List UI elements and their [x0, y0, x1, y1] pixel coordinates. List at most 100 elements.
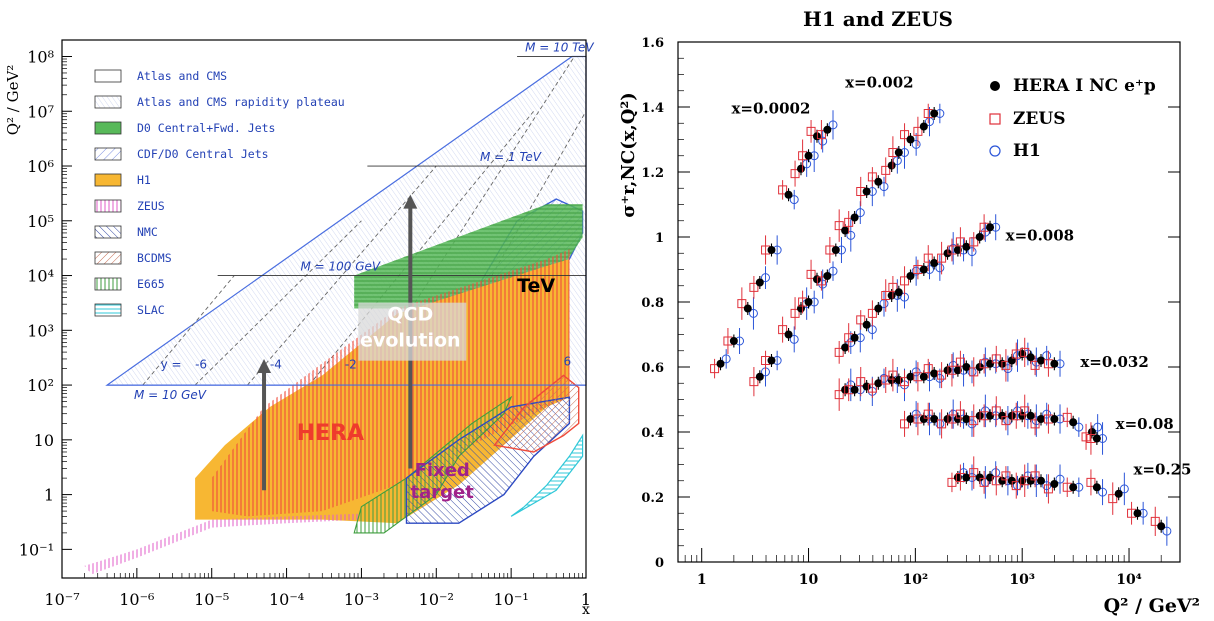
- h1-point: [855, 208, 865, 218]
- hera-point: [850, 385, 859, 394]
- x-axis-label: Q² / GeV²: [1104, 595, 1200, 617]
- h1-point: [1098, 487, 1108, 497]
- x-tick-label: 1: [697, 572, 707, 588]
- y-tick-label: 10⁴: [27, 267, 54, 286]
- h1-point: [1042, 409, 1052, 419]
- legend-label: HERA I NC e⁺p: [1013, 76, 1156, 96]
- slac-region: [510, 433, 584, 517]
- x-tick-label: 10³: [1009, 572, 1035, 588]
- hera-point: [784, 330, 793, 339]
- left-panel: 10⁻⁷ 10⁻⁶ 10⁻⁵ 10⁻⁴ 10⁻³ 10⁻² 10⁻¹ 1 10⁻¹ 1 10 10² 1…: [0, 0, 600, 621]
- zeus-point: [888, 282, 898, 292]
- legend-swatch: [94, 303, 122, 317]
- y-tick-label: 10²: [27, 376, 54, 395]
- hera-point: [1050, 359, 1059, 368]
- rapidity-dashed-line: [142, 275, 235, 386]
- chart-title: H1 and ZEUS: [803, 7, 953, 31]
- hera-label: HERA: [297, 421, 364, 446]
- hera-point: [796, 164, 805, 173]
- zeus-point: [1150, 516, 1160, 526]
- h1-point: [846, 230, 856, 240]
- structure-function-chart: H1 and ZEUS 0 0.2 0.4 0.6 0.8 1 1.2 1.4 1.6 1 10 10…: [618, 7, 1200, 617]
- hera-point: [874, 177, 883, 186]
- y-tick-label: 10: [34, 431, 54, 450]
- hera-point: [975, 473, 984, 482]
- hera-point: [1133, 509, 1142, 518]
- hera-point: [767, 246, 776, 254]
- x-tick-label: 10⁴: [1116, 572, 1142, 588]
- x-tick-label: 10⁻⁴: [269, 590, 304, 609]
- h1-point: [980, 227, 990, 237]
- rapidity-value: -2: [345, 358, 357, 372]
- hera-point: [919, 265, 928, 274]
- zeus-point: [867, 172, 877, 182]
- hera-point: [930, 415, 939, 423]
- zeus-point: [969, 237, 979, 247]
- x-tick-label: 10⁻³: [344, 590, 379, 609]
- hera-point: [1026, 411, 1035, 420]
- hera-point: [755, 372, 764, 381]
- hera-point: [743, 304, 752, 313]
- h1-point: [935, 373, 945, 383]
- x-tick-label: 10²: [903, 572, 929, 588]
- zeus-point: [778, 185, 788, 195]
- rapidity-dashed-line: [308, 110, 535, 386]
- legend-label: SLAC: [137, 303, 165, 317]
- y-tick-label: 10⁷: [27, 102, 54, 121]
- rapidity-value: 6: [563, 354, 571, 368]
- rapidity-value: -4: [270, 358, 282, 372]
- y-tick-label: 0: [655, 556, 664, 571]
- zeus-point: [806, 269, 816, 279]
- y-axis-label: Q² / GeV²: [4, 65, 22, 136]
- zeus-point: [806, 126, 816, 136]
- zeus-point: [856, 315, 866, 325]
- zeus-low-q2-region: [84, 513, 362, 575]
- legend-marker: [990, 81, 1000, 91]
- h1-point: [935, 263, 945, 273]
- zeus-point: [816, 276, 826, 286]
- tev-label: TeV: [517, 275, 555, 297]
- hera-point: [831, 246, 840, 254]
- legend-swatch: [94, 121, 122, 135]
- legend-label: Atlas and CMS rapidity plateau: [137, 95, 345, 109]
- y-tick-label: 10³: [27, 321, 54, 340]
- hera-point: [953, 366, 962, 375]
- hera-point: [1018, 476, 1027, 485]
- hera-point: [784, 190, 793, 199]
- h1-point: [967, 247, 977, 257]
- zeus-point: [913, 126, 923, 136]
- rapidity-value: -6: [195, 358, 207, 372]
- legend-swatch: [94, 95, 122, 109]
- y-tick-label: 0.6: [641, 361, 664, 376]
- h1-point: [721, 354, 731, 364]
- hera-point: [962, 473, 971, 482]
- h1-point: [1093, 422, 1103, 432]
- zeus-point: [1001, 416, 1011, 426]
- qcd-label-2: evolution: [360, 330, 461, 352]
- zeus-point: [1108, 494, 1118, 504]
- hera-point: [874, 304, 883, 313]
- zeus-point: [1043, 484, 1053, 494]
- hera-point: [962, 242, 971, 251]
- y-tick-label: 1: [655, 231, 664, 246]
- hera-point: [998, 411, 1007, 420]
- hera-point: [1050, 415, 1059, 423]
- legend-label: ZEUS: [137, 199, 165, 213]
- hera-point: [953, 246, 962, 254]
- hera-point: [887, 376, 896, 384]
- x-tick-label: 10⁻⁵: [194, 590, 229, 609]
- zeus-point: [749, 282, 759, 292]
- zeus-point: [955, 409, 965, 419]
- zeus-point: [969, 468, 979, 478]
- hera-point: [729, 337, 738, 345]
- x-tick-label: 10⁻²: [419, 590, 454, 609]
- qcd-label-1: QCD: [387, 304, 433, 326]
- hera-point: [1092, 483, 1101, 492]
- rapidity-dashed-line: [194, 220, 362, 386]
- zeus-point: [1030, 419, 1040, 429]
- series-label: x=0.08: [1116, 415, 1174, 433]
- hera-point: [841, 343, 850, 352]
- y-tick-label: 1.4: [641, 101, 664, 116]
- legend-label: H1: [1013, 141, 1041, 161]
- hera-point: [1157, 522, 1166, 531]
